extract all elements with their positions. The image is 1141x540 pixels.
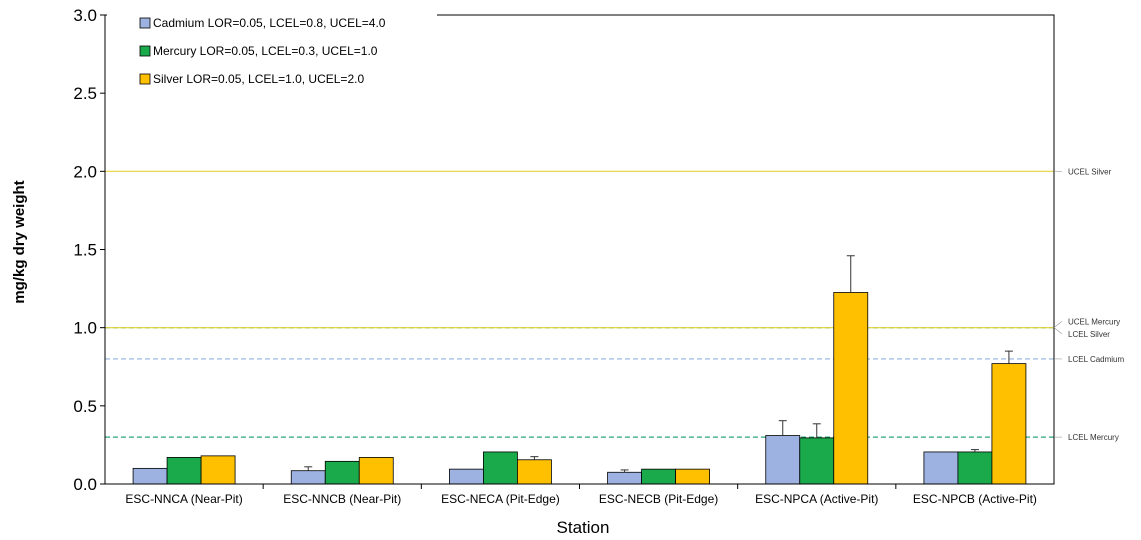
legend-label: Mercury LOR=0.05, LCEL=0.3, UCEL=1.0 [153,44,378,58]
bar [765,435,801,485]
bars [132,292,1027,485]
bar [833,292,869,485]
y-axis-label: mg/kg dry weight [11,180,28,303]
reference-label: LCEL Silver [1068,330,1110,339]
legend-swatch [139,17,151,29]
x-categories: ESC-NNCA (Near-Pit) ESC-NNCB (Near-Pit) ES… [125,492,1037,506]
bar [132,467,168,485]
reference-label: LCEL Cadmium [1068,355,1125,364]
reference-leader [1053,321,1063,328]
legend-swatch [139,45,151,57]
reference-leader [1053,327,1063,335]
y-tick-label: 2.5 [73,84,97,103]
x-tick-label: ESC-NECA (Pit-Edge) [441,492,560,506]
bar [799,437,835,485]
reference-lines [105,170,1054,438]
legend-label: Silver LOR=0.05, LCEL=1.0, UCEL=2.0 [153,72,364,86]
bar [641,468,676,485]
x-tick-label: ESC-NNCB (Near-Pit) [283,492,401,506]
legend-swatch [139,73,151,85]
x-axis-label: Station [557,518,610,537]
bar [324,460,360,485]
bar [483,451,518,485]
bar [517,459,552,485]
error-bars [304,255,1013,473]
x-tick-label: ESC-NPCA (Active-Pit) [755,492,878,506]
legend-label: Cadmium LOR=0.05, LCEL=0.8, UCEL=4.0 [153,16,386,30]
x-tick-label: ESC-NPCB (Active-Pit) [913,492,1037,506]
reference-label: LCEL Mercury [1068,433,1119,442]
y-tick-label: 2.0 [73,162,97,181]
reference-label: UCEL Silver [1068,167,1112,176]
y-tick-label: 1.5 [73,241,97,260]
bar [675,468,710,485]
y-tick-label: 0.0 [73,475,97,494]
y-tick-label: 3.0 [73,6,97,25]
bar [166,457,202,485]
legend: Cadmium LOR=0.05, LCEL=0.8, UCEL=4.0 Merc… [139,16,386,86]
bar [991,363,1027,485]
x-tick-label: ESC-NECB (Pit-Edge) [599,492,718,506]
x-tick-label: ESC-NNCA (Near-Pit) [125,492,242,506]
bar [358,457,394,485]
bar [923,451,959,485]
bar [957,451,993,485]
bar [449,468,484,485]
bar [607,471,642,485]
legend-box [107,13,437,97]
reference-label: UCEL Mercury [1068,317,1120,326]
y-tick-label: 1.0 [73,319,97,338]
bar [290,470,326,485]
y-ticks: 0.0 0.5 1.0 1.5 2.0 2.5 3.0 [73,6,105,494]
reference-labels: UCEL Silver UCEL Mercury LCEL Silver LCEL C… [1053,167,1125,442]
y-tick-label: 0.5 [73,397,97,416]
bar [200,455,236,485]
